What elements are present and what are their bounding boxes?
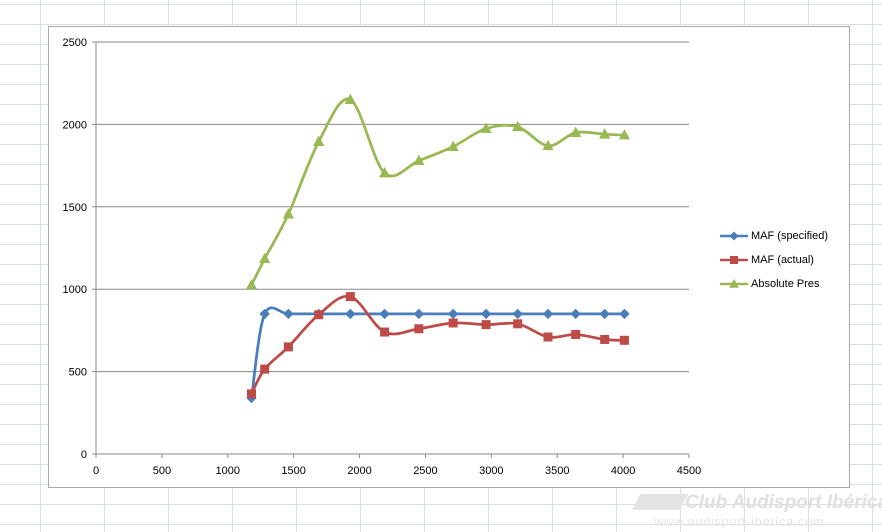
data-point-series-0 [447, 308, 459, 320]
data-point-series-2 [599, 128, 611, 139]
legend-label: Absolute Pres [751, 278, 820, 290]
y-tick-label: 2500 [63, 37, 87, 49]
series-line-0 [250, 306, 625, 399]
x-tick-label: 3500 [545, 465, 569, 477]
x-tick-label: 4000 [611, 465, 635, 477]
y-tick-label: 500 [69, 367, 87, 379]
data-point-series-0 [345, 308, 356, 320]
legend-swatch-icon [720, 279, 748, 288]
data-point-series-1 [414, 324, 424, 334]
data-point-series-2 [542, 139, 554, 151]
data-point-series-0 [480, 308, 492, 320]
data-point-series-2 [512, 120, 524, 132]
watermark: Club Audisport Ibérica www.audisport-ibe… [631, 490, 882, 532]
legend-item: MAF (actual) [720, 248, 850, 272]
data-point-series-2 [282, 208, 295, 219]
data-point-series-2 [259, 252, 271, 264]
x-tick-label: 4500 [677, 465, 701, 477]
x-tick-label: 3000 [479, 465, 503, 477]
x-tick-label: 1500 [281, 465, 305, 477]
plot-area: 0 500 1000 1500 2000 2500 0 500 1000 1500 2000 2500… [63, 37, 702, 477]
data-point-series-2 [618, 129, 631, 140]
data-point-series-0 [570, 308, 581, 320]
data-point-series-1 [380, 327, 390, 337]
data-point-series-1 [571, 330, 581, 340]
data-point-series-0 [512, 308, 523, 320]
watermark-title: Club Audisport Ibérica [685, 492, 882, 513]
series-line-2 [250, 97, 625, 286]
data-point-series-0 [259, 308, 270, 320]
legend-item: MAF (specified) [720, 224, 850, 248]
data-point-series-1 [345, 292, 355, 302]
legend-swatch-icon [720, 256, 748, 264]
series-line-1 [250, 294, 625, 395]
data-point-series-1 [246, 389, 256, 399]
legend-label: MAF (actual) [751, 254, 814, 266]
chart-area: 0 500 1000 1500 2000 2500 0 500 1000 1500 2000 2500… [48, 26, 850, 488]
y-tick-label: 1000 [63, 284, 87, 296]
data-point-series-0 [413, 308, 425, 320]
data-point-series-0 [599, 308, 610, 320]
data-point-series-2 [245, 279, 258, 290]
data-point-series-0 [283, 308, 294, 320]
x-tick-label: 0 [93, 465, 99, 477]
x-tick-label: 500 [153, 465, 171, 477]
audisport-logo-icon [631, 494, 689, 510]
y-tick-label: 2000 [63, 119, 87, 131]
data-point-series-1 [314, 310, 324, 320]
data-point-series-2 [313, 135, 325, 147]
x-tick-label: 2000 [347, 465, 371, 477]
data-point-series-2 [447, 140, 459, 151]
x-tick-label: 2500 [413, 465, 437, 477]
y-tick-label: 0 [81, 449, 87, 461]
data-point-series-2 [413, 154, 425, 165]
watermark-url: www.audisport-iberica.com [654, 514, 825, 529]
data-point-series-1 [283, 342, 293, 352]
data-point-series-1 [543, 332, 553, 342]
data-point-series-1 [619, 335, 629, 345]
data-point-series-2 [378, 166, 391, 178]
legend-swatch-icon [720, 231, 748, 241]
data-point-series-1 [513, 319, 523, 329]
data-point-series-1 [260, 364, 270, 374]
data-point-series-0 [619, 308, 630, 320]
data-point-series-2 [344, 93, 356, 104]
data-point-series-0 [379, 308, 390, 320]
data-point-series-0 [542, 308, 554, 320]
legend-label: MAF (specified) [751, 230, 829, 242]
data-point-series-2 [480, 122, 492, 133]
data-point-series-1 [448, 318, 458, 328]
y-tick-label: 1500 [63, 202, 87, 214]
data-point-series-1 [481, 320, 491, 330]
x-tick-label: 1000 [216, 465, 240, 477]
legend-item: Absolute Pres [720, 272, 850, 296]
legend: MAF (specified) MAF (actual) Absolute Pres [720, 224, 850, 296]
data-point-series-1 [600, 334, 610, 344]
data-point-series-2 [570, 126, 582, 137]
